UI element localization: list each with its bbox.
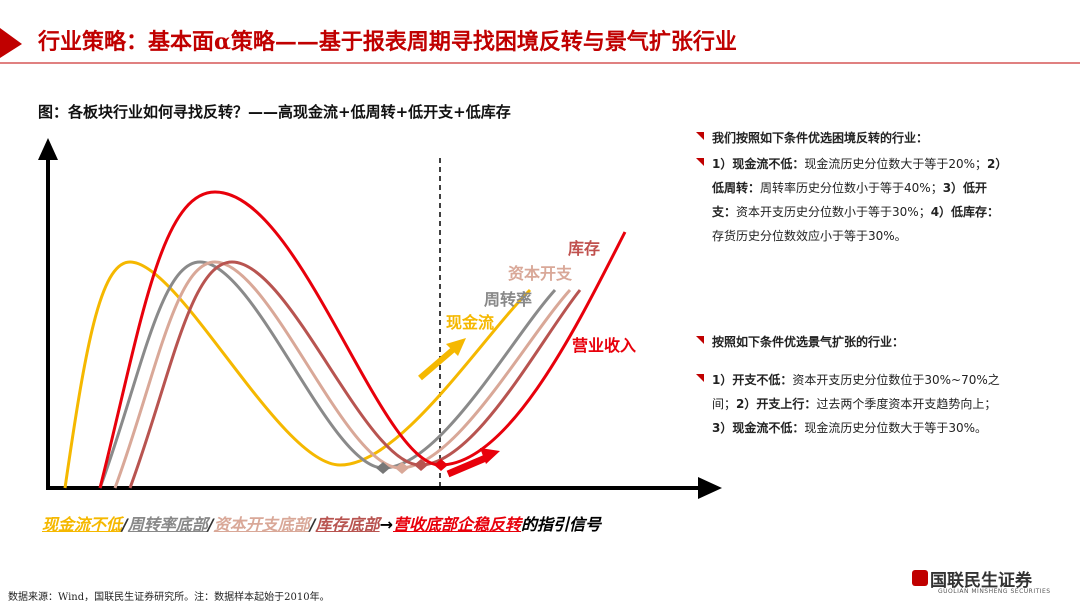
- caption: 图：各板块行业如何寻找反转？——高现金流+低周转+低开支+低库存: [38, 103, 511, 121]
- signal-part: 库存底部: [315, 515, 380, 534]
- curve-label: 营业收入: [572, 336, 636, 355]
- run: 1）开支不低：: [712, 373, 793, 387]
- arrow-up: [446, 453, 490, 478]
- title-marker: [0, 28, 22, 58]
- curve-label: 库存: [568, 239, 600, 258]
- curve-turnover: [98, 260, 557, 489]
- y-arrow: [38, 138, 58, 160]
- run: 过去两个季度资本开支趋势向上；: [816, 397, 997, 411]
- signal-part: 周转率底部: [127, 515, 208, 534]
- curves: [63, 190, 627, 489]
- run: 2）低周转：: [712, 157, 1002, 195]
- signal-part: 营收底部企稳反转: [393, 515, 522, 534]
- x-arrow: [698, 477, 722, 499]
- run: 资本开支历史分位数小于等于30%；: [736, 205, 931, 219]
- section-heading: 我们按照如下条件优选困境反转的行业：: [712, 131, 929, 145]
- logo: 国联民生证券: [930, 571, 1032, 591]
- run: 现金流历史分位数大于等于20%；: [804, 157, 988, 171]
- run: 2）开支上行：: [736, 397, 817, 411]
- logo-mark: [912, 570, 928, 586]
- curve-label: 资本开支: [508, 264, 573, 283]
- arrow-head: [446, 338, 466, 356]
- curve-revenue: [98, 190, 627, 489]
- signal-part: 资本开支底部: [213, 515, 310, 534]
- run: 存货历史分位数效应小于等于30%。: [712, 229, 907, 243]
- source: 数据来源：Wind，国联民生证券研究所。注：数据样本起始于2010年。: [8, 592, 330, 603]
- arrow-up: [418, 345, 457, 381]
- trough: [395, 462, 409, 474]
- logo-en: GUOLIAN MINSHENG SECURITIES: [938, 588, 1051, 595]
- run: 3）现金流不低：: [712, 421, 805, 435]
- section: 我们按照如下条件优选困境反转的行业： 1）现金流不低：现金流历史分位数大于等于2…: [696, 126, 1007, 248]
- signal: 现金流不低/周转率底部/资本开支底部/库存底部→营收底部企稳反转的指引信号: [42, 511, 601, 535]
- section-heading: 按照如下条件优选景气扩张的行业：: [712, 335, 905, 349]
- signal-sep: →: [379, 515, 393, 534]
- title: 行业策略：基本面α策略——基于报表周期寻找困境反转与景气扩张行业: [38, 29, 737, 55]
- signal-part: 现金流不低: [42, 515, 123, 534]
- trough: [376, 462, 390, 474]
- run: 资本开支历史分位数位于30%~70%之间；: [712, 373, 1000, 411]
- signal-sep: /: [207, 515, 214, 534]
- run: 现金流历史分位数大于等于30%。: [804, 421, 988, 435]
- curve-cashflow: [63, 260, 532, 489]
- section: 按照如下条件优选景气扩张的行业： 1）开支不低：资本开支历史分位数位于30%~7…: [696, 330, 1007, 440]
- curve-inventory: [128, 260, 582, 489]
- run: 3）低开支：: [712, 181, 988, 219]
- signal-sep: /: [309, 515, 316, 534]
- run: 4）低库存：: [930, 205, 1000, 219]
- curve-label: 现金流: [446, 313, 494, 332]
- arrow-head: [480, 448, 500, 464]
- trough: [434, 459, 448, 471]
- signal-tail: 的指引信号: [521, 515, 602, 534]
- signal-sep: /: [122, 515, 128, 534]
- run: 1）现金流不低：: [712, 157, 805, 171]
- run: 周转率历史分位数小于等于40%；: [760, 181, 943, 195]
- trough: [414, 459, 428, 471]
- curve-capex: [113, 260, 572, 489]
- curve-label: 周转率: [484, 290, 532, 309]
